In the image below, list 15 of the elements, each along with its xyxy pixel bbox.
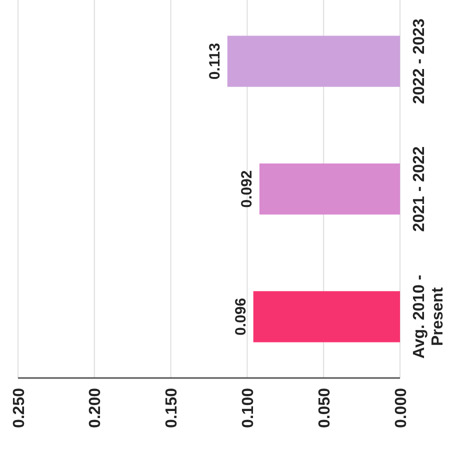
bar	[259, 163, 400, 215]
data-label: 0.092	[238, 170, 256, 208]
x-tick-label: 0.000	[392, 388, 410, 428]
x-tick-label: 0.150	[164, 388, 181, 428]
y-tick-label: Avg. 2010 - Present	[411, 274, 446, 359]
data-label: 0.096	[232, 298, 250, 336]
x-tick-label: 0.200	[87, 388, 104, 428]
data-label: 0.113	[206, 42, 224, 80]
y-tick-label: 2021 - 2022	[411, 146, 428, 232]
x-tick-label: 0.100	[240, 388, 257, 428]
bar	[227, 36, 400, 87]
y-tick-label: 2022 - 2023	[411, 18, 428, 104]
bar	[253, 291, 400, 342]
x-tick-label: 0.250	[10, 388, 28, 428]
x-tick-label: 0.050	[316, 388, 334, 428]
